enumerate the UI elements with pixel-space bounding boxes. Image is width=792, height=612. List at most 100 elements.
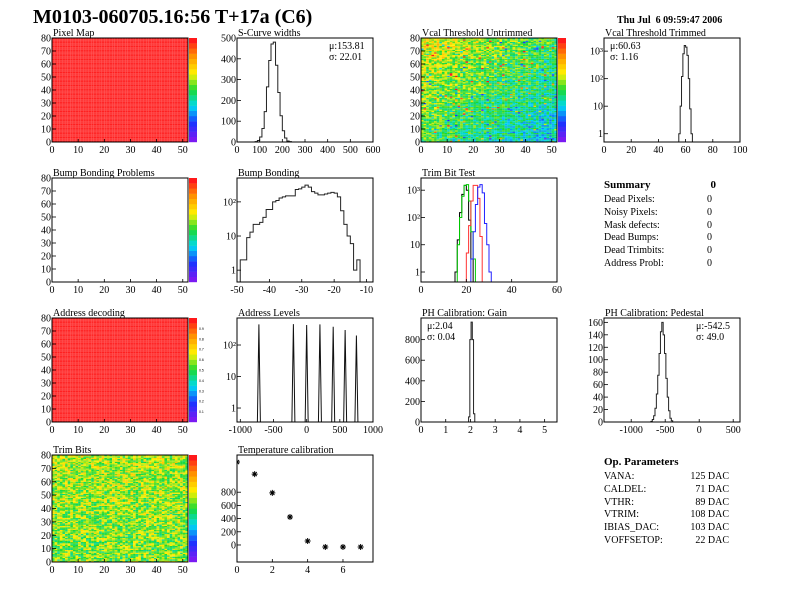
heatmap-cell xyxy=(436,67,440,70)
heatmap-cell xyxy=(166,45,170,48)
heatmap-cell xyxy=(434,65,437,67)
heatmap-cell xyxy=(431,38,435,40)
heatmap-cell xyxy=(93,91,97,93)
heatmap-cell xyxy=(125,128,129,131)
heatmap-cell xyxy=(146,43,149,45)
heatmap-cell xyxy=(428,104,432,106)
heatmap-cell xyxy=(428,61,432,63)
heatmap-cell xyxy=(159,46,163,49)
heatmap-cell xyxy=(112,80,115,83)
heatmap-cell xyxy=(161,46,165,49)
heatmap-cell xyxy=(67,97,71,100)
heatmap-cell xyxy=(125,61,129,63)
heatmap-cell xyxy=(93,66,97,69)
heatmap-cell xyxy=(83,127,87,130)
heatmap-cell xyxy=(83,123,87,126)
heatmap-cell xyxy=(59,63,63,66)
heatmap-cell xyxy=(135,45,139,48)
heatmap-cell xyxy=(83,74,87,76)
heatmap-cell xyxy=(78,102,81,105)
heatmap-cell xyxy=(166,92,170,95)
heatmap-cell xyxy=(114,127,118,130)
heatmap-cell xyxy=(117,111,121,114)
heatmap-cell xyxy=(182,89,186,92)
heatmap-cell xyxy=(104,109,108,111)
heatmap-cell xyxy=(148,139,152,141)
heatmap-cell xyxy=(127,127,131,130)
heatmap-cell xyxy=(101,74,105,76)
heatmap-cell xyxy=(164,54,168,57)
heatmap-cell xyxy=(439,40,442,42)
heatmap-cell xyxy=(431,77,435,79)
heatmap-cell xyxy=(101,43,105,45)
heatmap-cell xyxy=(140,74,144,76)
heatmap-cell xyxy=(59,113,63,115)
heatmap-cell xyxy=(153,41,157,44)
heatmap-cell xyxy=(75,97,79,100)
heatmap-cell xyxy=(93,98,97,101)
heatmap-cell xyxy=(54,57,58,59)
colorbar-swatch xyxy=(189,48,197,54)
heatmap-cell xyxy=(57,49,61,52)
heatmap-cell xyxy=(114,117,118,119)
heatmap-cell xyxy=(109,101,113,104)
heatmap-cell xyxy=(75,127,79,130)
heatmap-cell xyxy=(72,58,76,61)
heatmap-cell xyxy=(428,57,432,59)
heatmap-cell xyxy=(169,62,173,65)
heatmap-cell xyxy=(153,96,157,98)
heatmap-cell xyxy=(140,106,144,109)
heatmap-cell xyxy=(83,122,87,124)
heatmap-cell xyxy=(159,95,163,97)
heatmap-cell xyxy=(114,84,118,87)
heatmap-cell xyxy=(182,97,186,100)
heatmap-cell xyxy=(85,78,89,80)
heatmap-cell xyxy=(436,135,440,137)
heatmap-cell xyxy=(57,130,61,132)
heatmap-cell xyxy=(180,48,183,50)
heatmap-cell xyxy=(161,70,165,72)
heatmap-cell xyxy=(98,84,102,87)
heatmap-cell xyxy=(140,40,144,43)
heatmap-cell xyxy=(67,130,71,132)
heatmap-cell xyxy=(130,114,134,117)
heatmap-cell xyxy=(93,80,97,83)
heatmap-cell xyxy=(122,122,126,124)
heatmap-cell xyxy=(67,91,71,93)
heatmap-cell xyxy=(434,114,437,117)
heatmap-cell xyxy=(146,49,149,52)
heatmap-cell xyxy=(127,62,131,65)
heatmap-cell xyxy=(166,118,170,121)
heatmap-cell xyxy=(161,106,165,109)
heatmap-cell xyxy=(85,48,89,50)
heatmap-cell xyxy=(85,65,89,67)
heatmap-cell xyxy=(421,135,424,137)
heatmap-cell xyxy=(151,87,155,89)
heatmap-cell xyxy=(101,89,105,92)
heatmap-cell xyxy=(59,39,63,41)
heatmap-cell xyxy=(172,40,176,43)
heatmap-cell xyxy=(174,92,178,95)
heatmap-cell xyxy=(172,41,176,44)
heatmap-cell xyxy=(431,51,435,53)
heatmap-cell xyxy=(112,78,115,80)
heatmap-cell xyxy=(148,67,152,70)
heatmap-cell xyxy=(161,126,165,128)
heatmap-cell xyxy=(88,113,92,115)
heatmap-cell xyxy=(130,84,134,87)
heatmap-cell xyxy=(441,82,445,84)
heatmap-cell xyxy=(122,62,126,65)
heatmap-cell xyxy=(70,131,74,134)
heatmap-cell xyxy=(85,114,89,117)
colorbar-swatch xyxy=(189,53,197,59)
heatmap-cell xyxy=(67,43,71,45)
heatmap-cell xyxy=(428,96,432,98)
heatmap-cell xyxy=(78,59,81,62)
heatmap-cell xyxy=(62,122,66,124)
heatmap-cell xyxy=(172,126,176,128)
heatmap-cell xyxy=(156,75,160,78)
heatmap-cell xyxy=(431,129,435,131)
heatmap-cell xyxy=(180,88,183,91)
heatmap-cell xyxy=(441,65,445,67)
heatmap-cell xyxy=(169,61,173,63)
